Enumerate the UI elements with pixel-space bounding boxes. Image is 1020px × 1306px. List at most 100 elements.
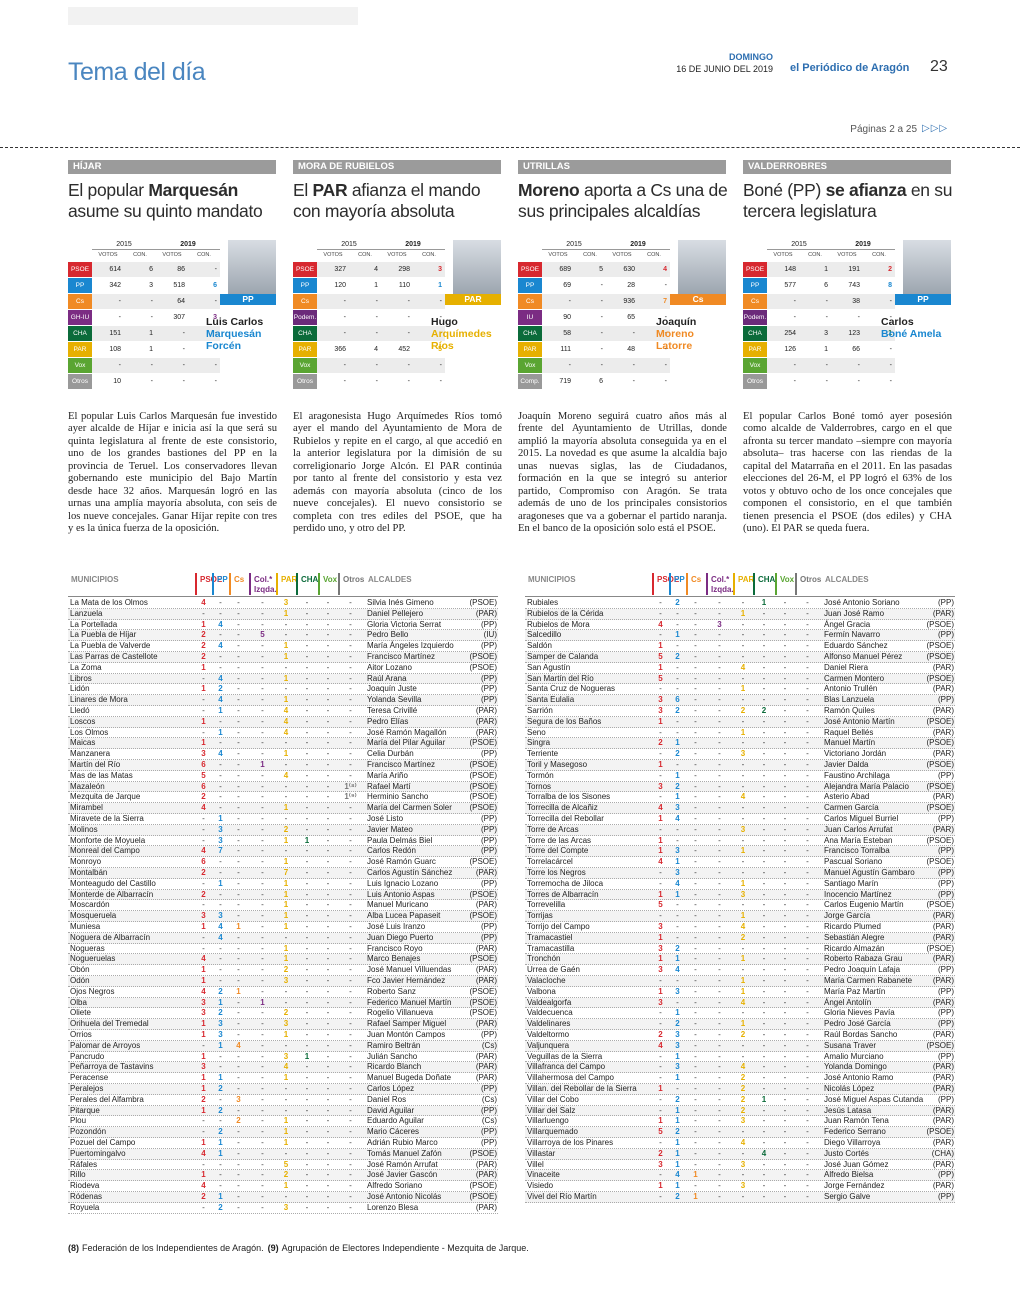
column-header-text: PP xyxy=(217,575,228,584)
municipality: Monteagudo del Castillo xyxy=(70,878,156,888)
seats: 1 xyxy=(675,1073,680,1083)
seats: - xyxy=(659,1138,662,1147)
seats: - xyxy=(261,1084,264,1093)
table-row xyxy=(68,1094,498,1106)
municipality: Montalbán xyxy=(70,868,108,877)
table-row xyxy=(518,278,670,293)
mayor: Aitor Lozano xyxy=(367,662,412,672)
mayor-party: (PSOE) xyxy=(469,1008,497,1018)
seats: - xyxy=(783,727,787,737)
seats: 5 xyxy=(283,1159,289,1169)
seats: - xyxy=(741,760,745,769)
table-row xyxy=(525,770,955,782)
seats: 4 xyxy=(218,641,223,651)
results-table: 2015 2019 VOTOS CON. VOTOS CON. PSOE 148 1 191 2 PP… xyxy=(743,240,895,392)
mayor: Sergio Galve xyxy=(824,1192,871,1201)
table-row xyxy=(68,619,498,631)
municipality: Urrea de Gaén xyxy=(527,965,580,975)
seats: - xyxy=(349,922,352,931)
mayor-party: (PAR) xyxy=(932,954,954,964)
seats: - xyxy=(741,695,745,705)
value-cell: 5 xyxy=(438,346,442,353)
seats: - xyxy=(762,1127,766,1137)
seats: - xyxy=(219,792,222,802)
table-row xyxy=(68,803,498,814)
seats: - xyxy=(326,1116,330,1126)
seats: - xyxy=(718,1030,721,1039)
value-cell: 108 xyxy=(109,346,121,353)
seats: - xyxy=(305,792,309,802)
municipality: Olba xyxy=(70,997,87,1007)
seats: - xyxy=(237,727,240,737)
mayor-party: (PSOE) xyxy=(926,641,954,651)
value-cell: 191 xyxy=(848,266,860,273)
municipality: Royuela xyxy=(70,1202,100,1212)
seats: 6 xyxy=(201,760,206,769)
mayor-party: (PSOE) xyxy=(926,835,954,845)
seats: - xyxy=(237,608,240,618)
seats: - xyxy=(718,608,721,618)
municipality: Salcedillo xyxy=(527,630,562,640)
seats: 1 xyxy=(658,1181,663,1191)
seats: - xyxy=(762,835,766,845)
seats: - xyxy=(783,1084,787,1093)
seats: - xyxy=(237,1084,240,1093)
municipality: Mirambel xyxy=(70,803,103,813)
seats: - xyxy=(261,1062,264,1072)
seats: - xyxy=(349,630,352,640)
value-cell: 689 xyxy=(559,266,571,273)
year-header: 2015 xyxy=(317,240,381,250)
seats: - xyxy=(305,641,309,651)
value-cell: 719 xyxy=(559,378,571,385)
municipality: Rillo xyxy=(70,1170,86,1180)
mayor: Amalio Murciano xyxy=(824,1051,884,1061)
seats: 1⁽⁸⁾ xyxy=(344,781,357,791)
value-cell: - xyxy=(375,362,378,369)
seats: 5 xyxy=(658,900,663,910)
seats: - xyxy=(305,1008,309,1018)
municipality: Singra xyxy=(527,738,551,748)
seats: - xyxy=(694,608,697,618)
seats: - xyxy=(219,943,222,953)
seats: 2 xyxy=(201,792,206,802)
mayor: Alfonso Manuel Pérez xyxy=(824,652,903,661)
value-cell: - xyxy=(343,378,346,385)
column-header: CON. xyxy=(133,252,147,258)
seats: - xyxy=(349,911,352,921)
mayor: José Luis Iranzo xyxy=(367,922,426,931)
table-row xyxy=(743,294,895,309)
table-row xyxy=(525,814,955,825)
mayor: Julián Sancho xyxy=(367,1051,418,1061)
seats: - xyxy=(326,835,330,845)
mayor: Nicolás López xyxy=(824,1084,875,1093)
seats: - xyxy=(261,792,264,802)
seats: - xyxy=(676,716,679,726)
seats: - xyxy=(762,792,766,802)
municipality: Villarquemado xyxy=(527,1127,578,1137)
seats: 2 xyxy=(675,1019,680,1029)
municipality: Saldón xyxy=(527,641,552,651)
article-body: Joaquín Moreno seguirá cuatro años más a… xyxy=(518,411,727,535)
seats: - xyxy=(783,814,787,823)
party-cell: IU xyxy=(518,310,542,325)
seats: - xyxy=(305,749,309,759)
column-header: CON. xyxy=(808,252,822,258)
table-row xyxy=(525,749,955,760)
mayor-party: (PSOE) xyxy=(926,716,954,726)
seats: - xyxy=(326,997,330,1007)
seats: - xyxy=(762,1138,766,1147)
mayor-party: (PSOE) xyxy=(469,911,497,921)
mayor: Ricardo Almazán xyxy=(824,943,885,953)
table-row xyxy=(525,1127,955,1138)
weekday: DOMINGO xyxy=(729,52,773,62)
mayor-party: (PSOE) xyxy=(469,1192,497,1201)
seats: 1 xyxy=(283,1116,289,1126)
party-cell: PSOE xyxy=(68,262,92,277)
municipality: Libros xyxy=(70,673,92,683)
seats: - xyxy=(326,1094,330,1104)
municipality: Santa Cruz de Nogueras xyxy=(527,684,616,694)
seats: 2 xyxy=(283,1170,289,1180)
mayor-party: (PAR) xyxy=(932,749,954,759)
seats: 2 xyxy=(675,943,680,953)
seats: - xyxy=(237,1051,240,1061)
